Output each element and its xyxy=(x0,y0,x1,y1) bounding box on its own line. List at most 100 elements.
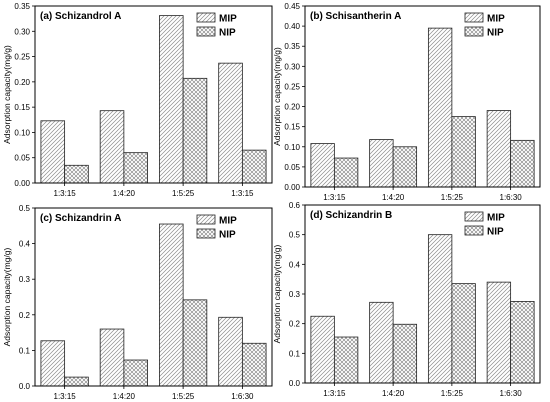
y-tick-label: 0.45 xyxy=(284,2,300,11)
plot-frame xyxy=(304,5,541,188)
y-tick-label: 0.35 xyxy=(284,42,300,51)
x-tick-label: 1:4:20 xyxy=(113,189,136,198)
legend-swatch-nip xyxy=(464,26,484,37)
y-tick-label: 0.10 xyxy=(14,128,30,137)
chart-panel-3: 1:3:15 1:4:20 1:5:25 1:6:30 0.0 0.1 0.2 0.3 0.4 0… xyxy=(2,204,273,401)
bar-nip-4 xyxy=(241,342,267,387)
chart-title: (c) Schizandrin A xyxy=(40,213,121,224)
legend-swatch-mip xyxy=(464,211,484,222)
bar-mip-2 xyxy=(369,139,394,188)
y-axis-label: Adsorption capacity(mg/g) xyxy=(2,247,12,346)
x-tick-label: 1:3:15 xyxy=(54,189,77,198)
bar-nip-1 xyxy=(333,157,359,188)
bar-mip-3 xyxy=(159,15,184,184)
legend-label-mip: MIP xyxy=(219,14,237,25)
y-tick-label: 0.30 xyxy=(14,27,30,36)
y-tick-label: 0.1 xyxy=(289,349,301,358)
x-tick-label: 1:3:15 xyxy=(54,392,77,401)
chart-panel-4: 1:3:15 1:4:20 1:5:25 1:6:30 0.0 0.1 0.2 0.3 0.4 0… xyxy=(272,201,541,398)
x-tick-label: 1:5:25 xyxy=(172,392,195,401)
bar-mip-2 xyxy=(99,110,125,184)
y-axis-label: Adsorption capacity(mg/g) xyxy=(2,45,12,144)
y-tick-label: 0.20 xyxy=(284,103,300,112)
bar-mip-4 xyxy=(486,281,512,384)
x-tick-label: 1:6:30 xyxy=(500,389,523,398)
legend-swatch-nip xyxy=(464,225,484,236)
x-tick-label: 1:4:20 xyxy=(113,392,136,401)
y-tick-label: 0.20 xyxy=(14,78,30,87)
plot-frame xyxy=(34,5,273,184)
bar-mip-1 xyxy=(310,315,335,384)
y-tick-label: 0.10 xyxy=(284,143,300,152)
y-tick-label: 0.15 xyxy=(284,123,300,132)
bar-nip-3 xyxy=(182,77,208,184)
x-tick-label: 1:5:25 xyxy=(172,189,195,198)
x-tick-label: 1:5:25 xyxy=(441,193,464,202)
bar-nip-4 xyxy=(241,149,267,184)
y-tick-label: 0.2 xyxy=(19,311,31,320)
y-tick-label: 0.1 xyxy=(19,346,31,355)
chart-title: (d) Schizandrin B xyxy=(310,210,392,221)
y-tick-label: 0.05 xyxy=(284,163,300,172)
y-tick-label: 0.25 xyxy=(284,82,300,91)
y-tick-label: 0.0 xyxy=(19,382,31,391)
bar-mip-2 xyxy=(99,328,125,387)
x-tick-label: 1:6:30 xyxy=(231,392,254,401)
y-tick-label: 0.35 xyxy=(14,2,30,11)
legend-label-nip: NIP xyxy=(487,227,504,238)
legend-swatch-mip xyxy=(464,12,484,23)
y-tick-label: 0.4 xyxy=(289,260,301,269)
bar-mip-1 xyxy=(40,120,66,184)
y-tick-label: 0.00 xyxy=(284,183,300,192)
x-tick-label: 1:6:30 xyxy=(500,193,523,202)
bar-nip-2 xyxy=(392,146,418,188)
y-tick-label: 0.5 xyxy=(289,231,301,240)
legend-swatch-mip xyxy=(196,214,216,225)
chart-panel-1: 1:3:15 1:4:20 1:5:25 1:3:15 0.00 0.05 0.10 0.15… xyxy=(2,2,273,198)
bar-mip-4 xyxy=(218,62,243,184)
chart-title: (a) Schizandrol A xyxy=(40,11,121,22)
y-tick-label: 0.05 xyxy=(14,154,30,163)
bar-nip-3 xyxy=(451,283,476,384)
chart-title: (b) Schisantherin A xyxy=(310,11,401,22)
legend-swatch-mip xyxy=(196,12,216,23)
y-tick-label: 0.3 xyxy=(19,275,31,284)
bar-nip-4 xyxy=(510,301,535,384)
y-axis-label: Adsorption capacity(mg/g) xyxy=(272,244,282,343)
x-tick-label: 1:4:20 xyxy=(382,193,405,202)
y-tick-label: 0.30 xyxy=(284,62,300,71)
y-tick-label: 0.3 xyxy=(289,290,301,299)
legend-swatch-nip xyxy=(196,228,216,239)
bar-mip-1 xyxy=(310,143,335,188)
y-tick-label: 0.40 xyxy=(284,22,300,31)
bar-nip-2 xyxy=(123,152,148,184)
bar-mip-3 xyxy=(427,27,453,188)
bar-nip-1 xyxy=(64,376,89,387)
legend-label-mip: MIP xyxy=(487,213,505,224)
x-tick-label: 1:3:15 xyxy=(231,189,254,198)
legend-swatch-nip xyxy=(196,26,216,37)
legend-label-mip: MIP xyxy=(219,216,237,227)
plot-frame xyxy=(304,204,541,384)
y-tick-label: 0.5 xyxy=(19,204,31,213)
bar-nip-3 xyxy=(451,116,476,188)
bar-nip-1 xyxy=(333,336,359,384)
y-tick-label: 0.25 xyxy=(14,53,30,62)
bar-nip-3 xyxy=(182,299,208,387)
bar-mip-3 xyxy=(159,223,184,387)
bar-nip-4 xyxy=(510,139,535,188)
bar-mip-4 xyxy=(218,316,243,387)
bar-mip-1 xyxy=(40,340,66,387)
x-tick-label: 1:4:20 xyxy=(382,389,405,398)
plot-frame xyxy=(34,207,273,387)
y-axis-label: Adsorption capacity(mg/g) xyxy=(272,47,282,146)
x-tick-label: 1:3:15 xyxy=(323,193,346,202)
legend-label-nip: NIP xyxy=(219,230,236,241)
bar-mip-3 xyxy=(427,234,453,384)
x-tick-label: 1:5:25 xyxy=(441,389,464,398)
bar-nip-2 xyxy=(392,323,418,384)
y-tick-label: 0.6 xyxy=(289,201,301,210)
bar-nip-1 xyxy=(64,164,89,184)
x-tick-label: 1:3:15 xyxy=(323,389,346,398)
